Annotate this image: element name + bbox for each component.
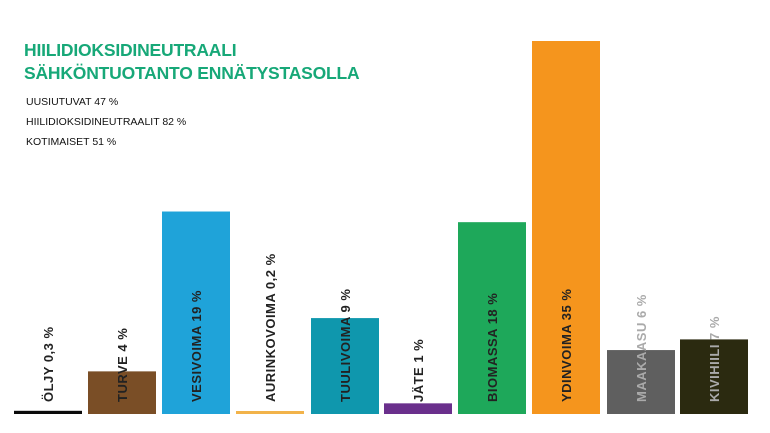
bar-label-biomassa: BIOMASSA 18 %	[485, 293, 500, 402]
bar-label-kivihiili: KIVIHIILI 7 %	[707, 316, 722, 402]
chart-title-line-1: HIILIDIOKSIDINEUTRAALI	[24, 40, 237, 60]
bar-tuulivoima	[311, 318, 379, 414]
bar-oljy	[14, 410, 82, 414]
bar-aurinkovoima	[236, 411, 304, 414]
bar-label-ydinvoima: YDINVOIMA 35 %	[559, 289, 574, 402]
bar-turve	[88, 371, 156, 414]
bar-label-oljy: ÖLJY 0,3 %	[41, 326, 56, 402]
bar-label-maakaasu: MAAKAASU 6 %	[634, 294, 649, 402]
bar-biomassa	[458, 222, 526, 414]
bar-label-vesivoima: VESIVOIMA 19 %	[189, 290, 204, 402]
stat-domestic: KOTIMAISET 51 %	[26, 136, 117, 148]
bar-jate	[384, 403, 452, 414]
stat-renewables: UUSIUTUVAT 47 %	[26, 96, 119, 108]
chart-title-line-2: SÄHKÖNTUOTANTO ENNÄTYSTASOLLA	[24, 63, 360, 83]
bar-ydinvoima	[532, 41, 600, 414]
bar-maakaasu	[607, 350, 675, 414]
bar-kivihiili	[680, 339, 748, 414]
bar-vesivoima	[162, 211, 230, 414]
stat-carbon-neutral: HIILIDIOKSIDINEUTRAALIT 82 %	[26, 116, 187, 128]
bar-label-tuulivoima: TUULIVOIMA 9 %	[338, 289, 353, 402]
bar-label-jate: JÄTE 1 %	[411, 339, 426, 402]
bar-label-aurinkovoima: AURINKOVOIMA 0,2 %	[263, 253, 278, 402]
bar-label-turve: TURVE 4 %	[115, 328, 130, 402]
